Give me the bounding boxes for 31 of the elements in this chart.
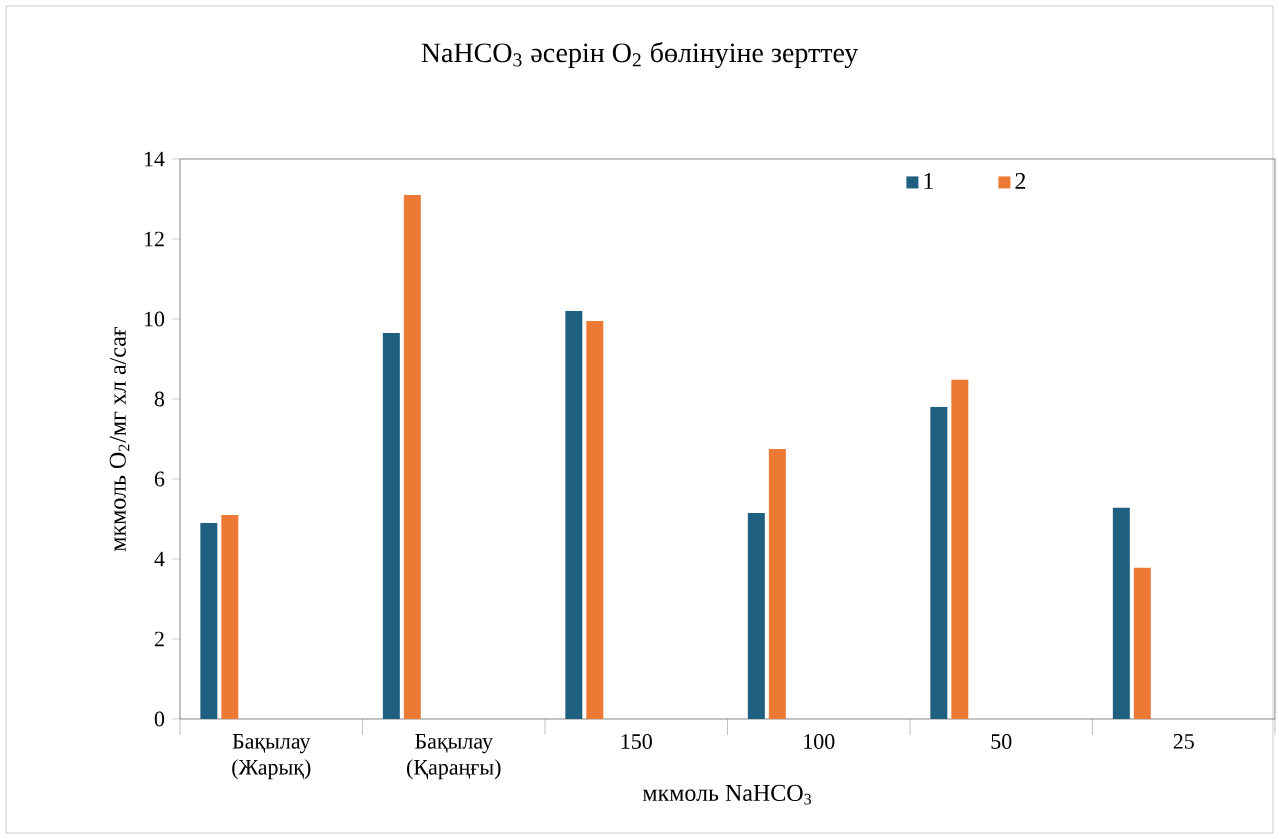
y-axis-title: мкмоль O$_{2}$/мг хл а/сағ xyxy=(109,326,130,552)
y-tick-label: 12 xyxy=(144,231,164,247)
legend-label: 1 xyxy=(924,173,933,189)
y-tick-label: 10 xyxy=(144,311,165,327)
chart-title: NaHCO$_{3}$ әсерін O$_{2}$ бөлінуіне зерттеу xyxy=(421,41,859,69)
bar xyxy=(747,512,765,719)
x-tick-label: Бақылау (Жарық) xyxy=(232,734,311,780)
y-tick-label: 4 xyxy=(154,551,165,567)
legend-label: 2 xyxy=(1015,172,1026,189)
x-tick-label: 25 xyxy=(1173,734,1194,749)
y-tick-label: 14 xyxy=(144,151,165,167)
y-tick-label: 6 xyxy=(154,471,165,487)
bar xyxy=(221,514,239,719)
x-tick-label: 100 xyxy=(804,734,835,749)
bar xyxy=(1112,507,1130,719)
bar xyxy=(951,379,969,719)
bar xyxy=(200,522,218,719)
x-axis-title: мкмоль NaHCO$_{3}$ xyxy=(642,784,812,805)
y-tick-label: 2 xyxy=(154,631,164,647)
bar xyxy=(586,320,604,719)
bar xyxy=(403,194,421,719)
y-tick-label: 0 xyxy=(154,711,165,727)
x-tick-label: 50 xyxy=(991,734,1012,749)
x-tick-label: 150 xyxy=(621,734,652,749)
bar xyxy=(382,332,400,719)
bar xyxy=(565,310,583,719)
bar xyxy=(930,406,948,719)
bar xyxy=(768,448,786,719)
bar xyxy=(1133,567,1151,719)
x-tick-label: Бақылау (Қараңғы) xyxy=(407,734,501,780)
y-tick-label: 8 xyxy=(154,391,165,407)
